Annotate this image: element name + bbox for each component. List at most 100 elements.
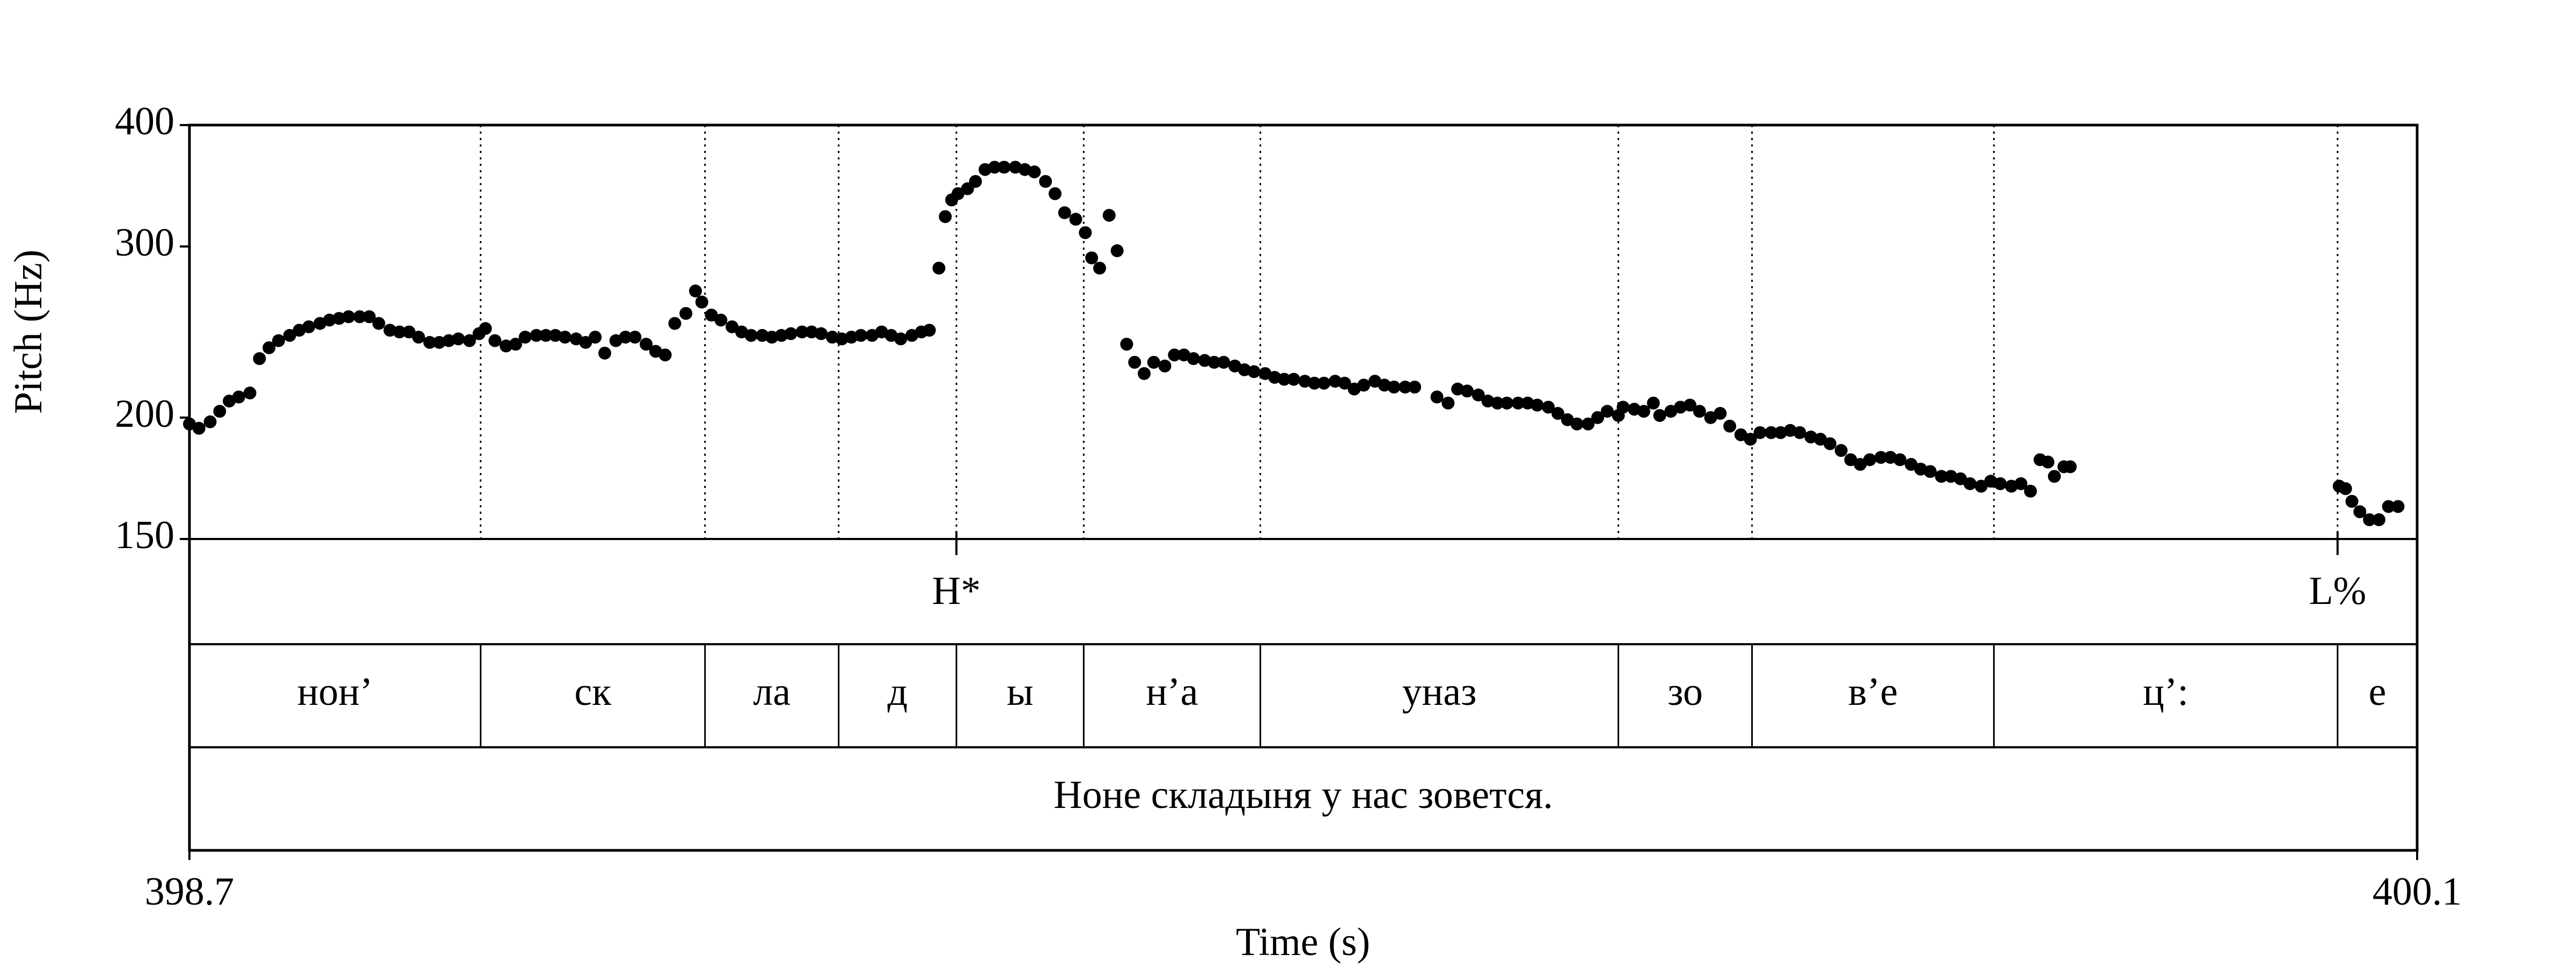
pitch-point (705, 308, 718, 322)
y-axis-label: Pitch (Hz) (6, 250, 50, 414)
pitch-point (372, 317, 385, 330)
segment-label: в’е (1848, 670, 1898, 714)
pitch-point (500, 339, 513, 353)
pitch-point (1147, 355, 1160, 369)
pitch-point (1905, 458, 1918, 471)
pitch-point (412, 331, 425, 344)
pitch-point (1823, 437, 1836, 450)
pitch-point (1318, 376, 1331, 390)
pitch-point (1570, 417, 1584, 431)
pitch-point (383, 324, 397, 337)
x-axis-label: Time (s) (1236, 920, 1370, 964)
pitch-point (1158, 359, 1172, 373)
segment-label: ла (753, 670, 791, 714)
segment-label: д (888, 670, 908, 714)
y-tick-label: 300 (115, 221, 174, 265)
pitch-point (272, 334, 286, 347)
pitch-point (1844, 453, 1857, 467)
pitch-point (1974, 479, 1988, 493)
pitch-point (1399, 381, 1412, 394)
pitch-point (639, 338, 653, 351)
pitch-point (1683, 398, 1696, 412)
pitch-point (1582, 417, 1595, 431)
pitch-point (1765, 426, 1778, 439)
pitch-point (679, 307, 693, 320)
pitch-point (998, 161, 1011, 174)
pitch-point (1168, 348, 1181, 362)
pitch-point (689, 284, 702, 297)
pitch-point (1893, 453, 1907, 467)
sentence-label: Ноне складыня у нас зовется. (1053, 773, 1553, 817)
pitch-point (1338, 376, 1351, 390)
pitch-point (845, 331, 858, 344)
pitch-point (283, 329, 296, 342)
pitch-point (619, 331, 632, 344)
pitch-point (213, 405, 226, 418)
pitch-point (232, 390, 245, 404)
pitch-point (714, 314, 728, 327)
pitch-point (1935, 470, 1948, 483)
pitch-point (2063, 460, 2077, 473)
pitch-point (1079, 226, 1092, 239)
segment-label: ы (1007, 670, 1034, 714)
pitch-point (323, 314, 336, 327)
pitch-point (1238, 363, 1251, 376)
pitch-point (1441, 396, 1455, 410)
pitch-point (1923, 465, 1937, 478)
pitch-point (1472, 388, 1485, 402)
pitch-point (1217, 355, 1231, 369)
pitch-point (539, 329, 553, 342)
pitch-point (1138, 367, 1151, 380)
pitch-point (203, 415, 217, 428)
pitch-point (2382, 500, 2395, 513)
pitch-point (1451, 382, 1465, 396)
pitch-point (1854, 458, 1867, 471)
pitch-point (1308, 376, 1321, 390)
pitch-point (433, 336, 446, 349)
pitch-point (969, 174, 982, 188)
pitch-point (1110, 244, 1124, 258)
pitch-point (243, 387, 257, 400)
pitch-point (1102, 209, 1116, 222)
pitch-point (488, 334, 502, 347)
pitch-point (393, 325, 406, 339)
pitch-point (1616, 400, 1630, 414)
pitch-point (1120, 338, 1133, 351)
pitch-point (1814, 433, 1827, 446)
pitch-point (1268, 370, 1282, 384)
pitch-point (530, 329, 543, 342)
pitch-point (598, 346, 611, 360)
pitch-point (1277, 373, 1291, 386)
pitch-point (353, 310, 367, 323)
pitch-point (1408, 381, 1422, 394)
pitch-point (1357, 378, 1371, 392)
pitch-point (302, 320, 316, 333)
pitch-point (463, 334, 476, 347)
pitch-point (2372, 513, 2385, 527)
pitch-point (628, 331, 642, 344)
pitch-point (1328, 375, 1342, 388)
pitch-point (1247, 365, 1261, 378)
pitch-point (1039, 174, 1052, 188)
pitch-point (332, 312, 346, 325)
pitch-point (1591, 411, 1605, 424)
pitch-point (518, 331, 532, 344)
pitch-point (952, 187, 965, 200)
pitch-point (1069, 213, 1082, 226)
pitch-point (1714, 407, 1727, 420)
pitch-point (1753, 426, 1767, 439)
pitch-point (1637, 405, 1651, 418)
x-tick-label: 400.1 (2373, 870, 2462, 914)
pitch-point (452, 332, 465, 346)
segment-label: нон’ (297, 670, 373, 714)
pitch-point (795, 325, 809, 339)
pitch-point (2363, 513, 2376, 527)
pitch-point (442, 334, 456, 347)
pitch-point (1093, 261, 1106, 275)
segment-label: ск (574, 670, 612, 714)
segment-label: ц’: (2143, 670, 2189, 714)
segment-label: зо (1667, 670, 1703, 714)
pitch-point (1531, 398, 1544, 412)
